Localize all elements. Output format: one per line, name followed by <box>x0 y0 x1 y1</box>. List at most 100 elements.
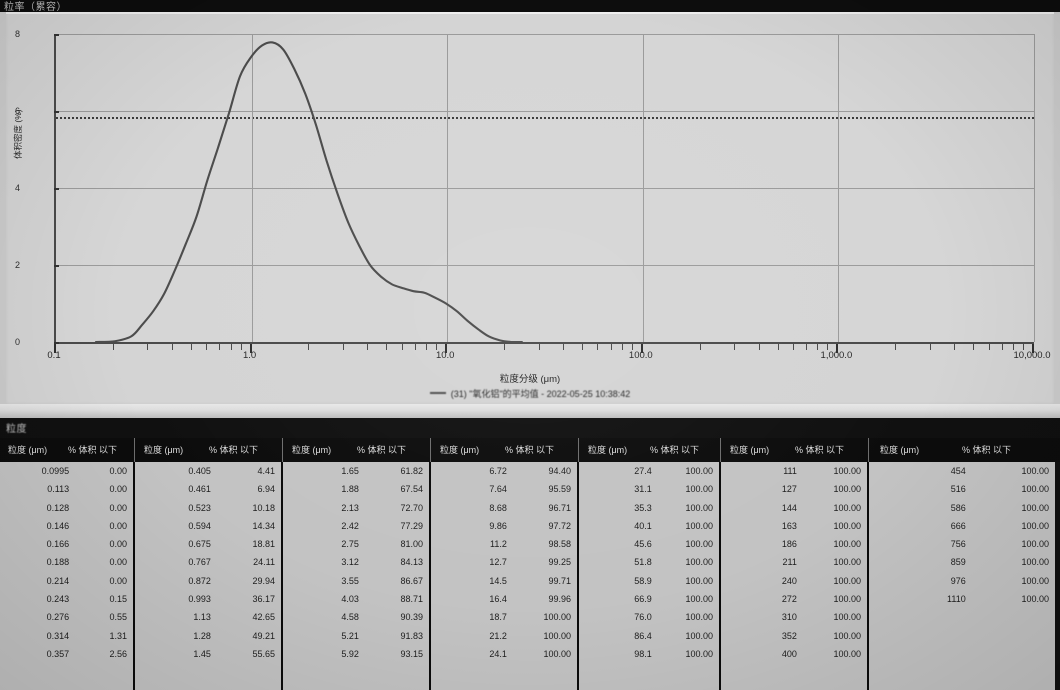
table-row[interactable]: 5.92 93.15 <box>283 645 429 663</box>
cell-particle-size: 144 <box>781 502 797 513</box>
table-row[interactable]: 40.1 100.00 <box>579 517 719 535</box>
table-row[interactable]: 66.9 100.00 <box>579 590 719 608</box>
table-row[interactable]: 24.1 100.00 <box>431 645 577 663</box>
table-row[interactable]: 111 100.00 <box>721 462 867 480</box>
table-row[interactable]: 211 100.00 <box>721 553 867 571</box>
table-row[interactable]: 0.146 0.00 <box>0 517 133 535</box>
table-row[interactable]: 0.166 0.00 <box>0 535 133 553</box>
table-row[interactable]: 0.214 0.00 <box>0 572 133 590</box>
table-row[interactable]: 11.2 98.58 <box>431 535 577 553</box>
table-row[interactable]: 1.88 67.54 <box>283 480 429 498</box>
table-row[interactable]: 4.03 88.71 <box>283 590 429 608</box>
x-tick-label: 10.0 <box>435 350 455 361</box>
cell-particle-size: 9.86 <box>489 520 507 531</box>
table-row[interactable]: 1110 100.00 <box>869 590 1055 608</box>
table-row[interactable]: 35.3 100.00 <box>579 499 719 517</box>
cell-volume-under: 88.71 <box>400 594 423 605</box>
cell-volume-under: 99.96 <box>548 594 571 605</box>
x-tick-minor <box>112 344 114 350</box>
table-row[interactable]: 0.675 18.81 <box>135 535 281 553</box>
table-row[interactable]: 45.6 100.00 <box>579 535 719 553</box>
cell-volume-under: 100.00 <box>543 630 571 641</box>
table-row[interactable]: 586 100.00 <box>869 499 1055 517</box>
table-row[interactable]: 0.113 0.00 <box>0 480 133 498</box>
table-row[interactable]: 0.357 2.56 <box>0 645 133 663</box>
table-row[interactable]: 0.523 10.18 <box>135 499 281 517</box>
cell-particle-size: 40.1 <box>634 520 652 531</box>
table-row[interactable]: 0.872 29.94 <box>135 572 281 590</box>
table-row[interactable]: 0.276 0.55 <box>0 608 133 626</box>
cell-volume-under: 0.00 <box>109 466 127 476</box>
table-row[interactable]: 400 100.00 <box>721 645 867 663</box>
series-line <box>94 41 523 344</box>
table-row[interactable]: 0.128 0.00 <box>0 499 133 517</box>
cell-volume-under: 100.00 <box>833 539 861 550</box>
table-row[interactable]: 1.13 42.65 <box>135 608 281 626</box>
table-row[interactable]: 3.12 84.13 <box>283 553 429 571</box>
table-row[interactable]: 98.1 100.00 <box>579 645 719 663</box>
table-row[interactable]: 127 100.00 <box>721 480 867 498</box>
cell-particle-size: 2.42 <box>341 520 359 531</box>
table-row[interactable]: 2.75 81.00 <box>283 535 429 553</box>
table-row[interactable]: 310 100.00 <box>721 608 867 626</box>
table-row[interactable]: 272 100.00 <box>721 590 867 608</box>
cell-particle-size: 16.4 <box>489 594 507 605</box>
table-row[interactable]: 144 100.00 <box>721 499 867 517</box>
table-row[interactable]: 1.45 55.65 <box>135 645 281 663</box>
table-row[interactable]: 0.993 36.17 <box>135 590 281 608</box>
table-row[interactable]: 21.2 100.00 <box>431 627 577 645</box>
table-row[interactable]: 859 100.00 <box>869 553 1055 571</box>
table-row[interactable]: 454 100.00 <box>869 462 1055 480</box>
table-row[interactable]: 976 100.00 <box>869 572 1055 590</box>
table-row[interactable]: 0.243 0.15 <box>0 590 133 608</box>
table-row[interactable]: 666 100.00 <box>869 517 1055 535</box>
table-row[interactable]: 7.64 95.59 <box>431 480 577 498</box>
table-row[interactable]: 186 100.00 <box>721 535 867 553</box>
x-tick-minor <box>401 344 403 350</box>
table-row[interactable]: 0.314 1.31 <box>0 627 133 645</box>
legend-line-swatch <box>429 391 446 394</box>
table-row[interactable]: 51.8 100.00 <box>579 553 719 571</box>
table-row[interactable]: 516 100.00 <box>869 480 1055 498</box>
table-row[interactable]: 2.13 72.70 <box>283 499 429 517</box>
y-axis-label: 体积密度 (%) <box>13 109 23 159</box>
table-row[interactable]: 0.461 6.94 <box>135 480 281 498</box>
table-row[interactable]: 18.7 100.00 <box>431 608 577 626</box>
table-row[interactable]: 58.9 100.00 <box>579 572 719 590</box>
cell-particle-size: 86.4 <box>634 630 652 641</box>
table-row[interactable]: 240 100.00 <box>721 572 867 590</box>
table-row[interactable]: 3.55 86.67 <box>283 572 429 590</box>
table-row[interactable]: 163 100.00 <box>721 517 867 535</box>
table-row[interactable]: 76.0 100.00 <box>579 608 719 626</box>
table-row[interactable]: 0.0995 0.00 <box>0 462 133 480</box>
gridline-horizontal <box>56 265 1034 266</box>
table-row[interactable]: 0.767 24.11 <box>135 553 281 571</box>
cell-particle-size: 8.68 <box>489 502 507 513</box>
table-row[interactable]: 0.405 4.41 <box>135 462 281 480</box>
table-row[interactable]: 8.68 96.71 <box>431 499 577 517</box>
table-header-group: 粒度 (μm) % 体积 以下 <box>0 438 135 462</box>
table-row[interactable]: 86.4 100.00 <box>579 627 719 645</box>
table-row[interactable]: 9.86 97.72 <box>431 517 577 535</box>
table-header-group: 粒度 (μm) % 体积 以下 <box>283 438 431 462</box>
plot-area[interactable] <box>54 34 1035 344</box>
table-row[interactable]: 2.42 77.29 <box>283 517 429 535</box>
table-row[interactable]: 756 100.00 <box>869 535 1055 553</box>
table-row[interactable]: 16.4 99.96 <box>431 590 577 608</box>
table-row[interactable]: 0.594 14.34 <box>135 517 281 535</box>
table-row[interactable]: 6.72 94.40 <box>431 462 577 480</box>
x-tick-minor <box>817 344 819 350</box>
table-row[interactable]: 0.188 0.00 <box>0 553 133 571</box>
cell-particle-size: 0.523 <box>188 502 211 513</box>
table-row[interactable]: 27.4 100.00 <box>579 462 719 480</box>
table-row[interactable]: 31.1 100.00 <box>579 480 719 498</box>
x-tick-minor <box>308 344 310 350</box>
table-row[interactable]: 4.58 90.39 <box>283 608 429 626</box>
y-tick-mark <box>54 111 59 113</box>
table-row[interactable]: 352 100.00 <box>721 627 867 645</box>
table-row[interactable]: 1.28 49.21 <box>135 627 281 645</box>
table-row[interactable]: 14.5 99.71 <box>431 572 577 590</box>
table-row[interactable]: 5.21 91.83 <box>283 627 429 645</box>
table-row[interactable]: 1.65 61.82 <box>283 462 429 480</box>
table-row[interactable]: 12.7 99.25 <box>431 553 577 571</box>
